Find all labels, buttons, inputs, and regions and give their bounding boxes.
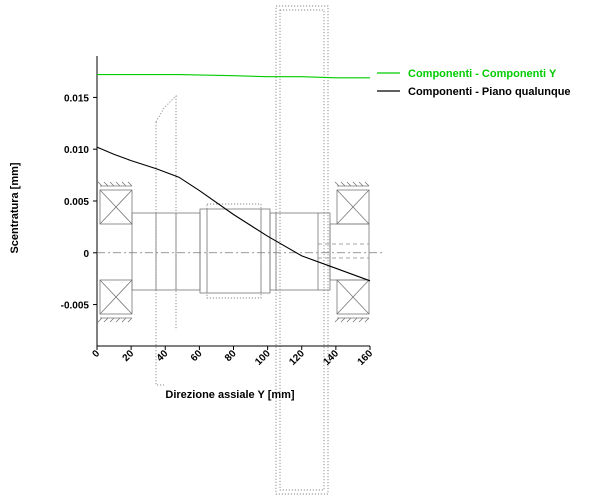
series-line-piano-qualunque <box>96 146 371 282</box>
y-tick-label: -0.005 <box>61 301 90 312</box>
legend-label-componenti-y: Componenti - Componenti Y <box>408 68 557 80</box>
series-line-componenti-y <box>97 74 370 79</box>
y-tick-label: 0.010 <box>64 145 89 156</box>
x-tick-label: 20 <box>121 348 137 364</box>
x-tick-label: 100 <box>253 348 273 368</box>
y-tick-label: 0.015 <box>64 93 89 104</box>
x-tick-label: 80 <box>223 348 239 364</box>
x-tick-label: 120 <box>287 348 307 368</box>
x-tick-label: 40 <box>155 348 171 364</box>
gear-outline <box>275 5 329 495</box>
x-tick-label: 0 <box>90 348 102 360</box>
shaft-body <box>131 203 370 299</box>
y-axis-title: Scentratura [mm] <box>9 162 21 253</box>
y-tick-label: 0.005 <box>64 197 89 208</box>
x-axis-title: Direzione assiale Y [mm] <box>165 389 295 401</box>
series-layer <box>96 74 371 282</box>
legend: Componenti - Componenti Y Componenti - P… <box>377 68 571 98</box>
y-tick-label: 0 <box>83 249 89 260</box>
gear-inner-outline <box>279 9 325 491</box>
x-tick-label: 60 <box>189 348 205 364</box>
right-bearing <box>334 181 370 323</box>
left-bearing <box>97 181 133 323</box>
x-tick-label: 160 <box>356 348 376 368</box>
shaft-drawing <box>97 5 370 495</box>
left-gear-outline <box>155 94 177 386</box>
axes <box>93 56 384 350</box>
legend-label-piano-qualunque: Componenti - Piano qualunque <box>408 86 571 98</box>
